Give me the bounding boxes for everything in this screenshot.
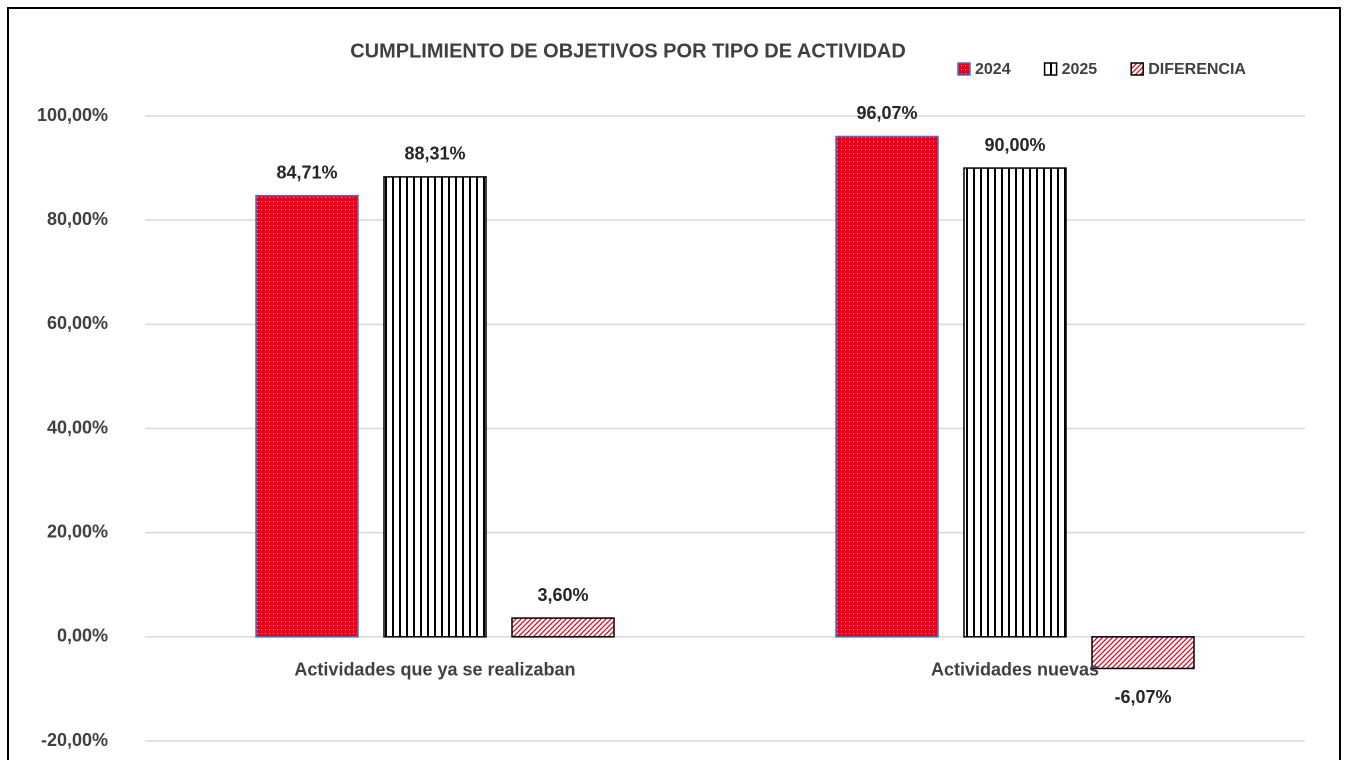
bar [511,617,615,638]
data-label: 3,60% [537,585,588,605]
y-tick-label: 60,00% [47,313,108,333]
bar [1091,636,1195,670]
data-label: 96,07% [856,103,917,123]
legend-swatch [1130,62,1144,76]
legend-swatch [957,62,971,76]
legend-label: DIFERENCIA [1148,61,1246,78]
legend-label: 2025 [1062,61,1098,78]
data-label: 88,31% [404,144,465,164]
y-tick-label: 80,00% [47,209,108,229]
chart-border [7,7,1341,760]
y-tick-label: 0,00% [57,626,108,646]
bar [255,194,359,638]
data-label: 90,00% [984,135,1045,155]
data-label: 84,71% [276,162,337,182]
y-tick-label: 100,00% [37,105,108,125]
chart-title: CUMPLIMIENTO DE OBJETIVOS POR TIPO DE AC… [350,40,906,62]
legend-swatch [1043,62,1058,76]
bar [963,167,1067,638]
y-tick-label: 20,00% [47,521,108,541]
bar [835,135,939,638]
x-tick-label: Actividades que ya se realizaban [294,660,575,680]
legend-label: 2024 [975,61,1011,78]
bar [383,176,487,638]
y-tick-label: -20,00% [41,730,108,750]
x-tick-label: Actividades nuevas [931,660,1099,680]
y-tick-label: 40,00% [47,417,108,437]
data-label: -6,07% [1114,687,1171,707]
